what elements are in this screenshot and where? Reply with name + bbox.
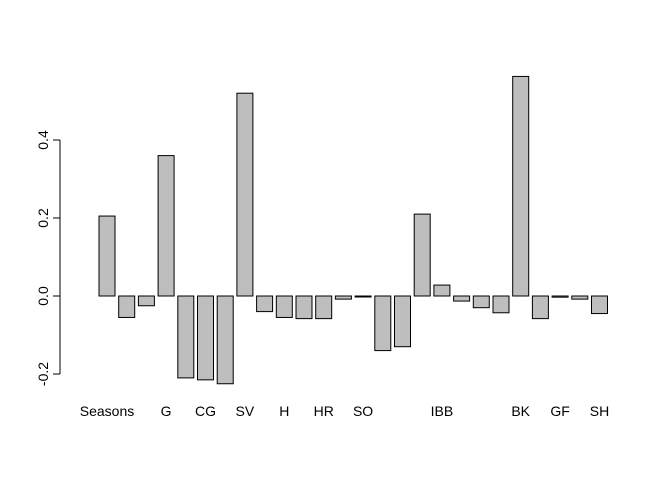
x-tick-label: SH [590, 403, 609, 419]
bar [492, 295, 510, 314]
bar [118, 295, 136, 318]
bar [315, 295, 333, 320]
x-tick-label: IBB [431, 403, 454, 419]
y-axis: -0.2 0.0 0.2 0.4 [35, 130, 61, 386]
y-tick-label: 0.2 [35, 208, 51, 228]
bar [216, 295, 234, 385]
bar [531, 295, 549, 320]
bar [157, 155, 175, 297]
bar [275, 295, 293, 318]
bar [433, 284, 451, 297]
x-tick-label: H [279, 403, 289, 419]
y-tick-label: 0.4 [35, 130, 51, 150]
bar [295, 295, 313, 320]
x-tick-label: Seasons [80, 403, 134, 419]
x-axis-labels: Seasons G CG SV H HR SO IBB BK GF SH [80, 403, 609, 419]
bar [472, 295, 490, 309]
bar [236, 92, 254, 297]
bar [571, 295, 589, 300]
y-tick-label: 0.0 [35, 286, 51, 306]
bar [591, 295, 608, 315]
x-tick-label: HR [314, 403, 334, 419]
bar [98, 215, 116, 297]
bar [197, 295, 214, 381]
bar [453, 295, 471, 302]
bar [334, 295, 352, 300]
bar [413, 213, 431, 297]
x-tick-label: G [161, 403, 172, 419]
bars [98, 75, 608, 385]
x-tick-label: BK [511, 403, 530, 419]
bar [354, 295, 372, 298]
bar [394, 295, 411, 348]
bar [512, 75, 530, 297]
x-tick-label: GF [550, 403, 569, 419]
bar [256, 295, 274, 313]
bar [374, 295, 392, 352]
bar [551, 295, 569, 298]
x-tick-label: CG [195, 403, 216, 419]
bar [177, 295, 195, 379]
x-tick-label: SV [236, 403, 255, 419]
x-tick-label: SO [353, 403, 373, 419]
bar [137, 295, 155, 307]
y-tick-label: -0.2 [35, 362, 51, 386]
